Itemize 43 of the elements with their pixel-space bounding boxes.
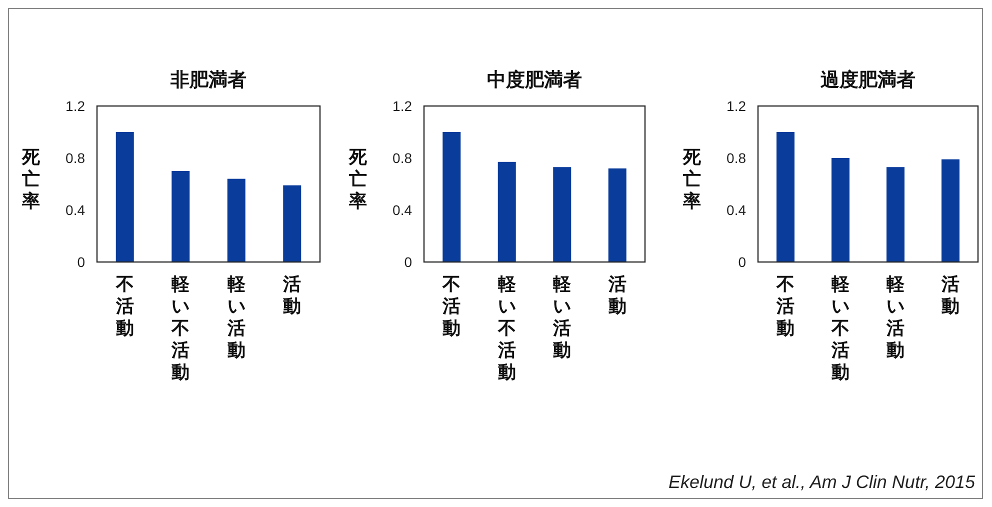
x-tick-label: 軽い不活動	[830, 274, 850, 382]
y-axis-title: 死亡率	[348, 147, 368, 211]
x-tick-label: 軽い不活動	[496, 274, 517, 382]
x-tick-label: 活動	[282, 274, 302, 316]
x-tick-label: 軽い活動	[226, 274, 246, 360]
x-tick-label: 軽い不活動	[170, 274, 191, 382]
x-tick-label: 不活動	[114, 274, 134, 338]
bar	[886, 167, 904, 262]
bar	[116, 132, 134, 262]
y-tick-label: 0.4	[66, 202, 86, 218]
y-tick-label: 0.4	[392, 202, 412, 218]
y-tick-label: 0	[738, 254, 746, 270]
y-tick-label: 1.2	[726, 98, 746, 114]
bar	[283, 185, 302, 262]
y-axis-title: 死亡率	[21, 147, 41, 211]
text: Ekelund U, et al., Am J Clin Nutr, 2015	[668, 472, 976, 492]
bar	[442, 132, 461, 262]
x-tick-label: 活動	[607, 274, 626, 316]
x-tick-label: 軽い活動	[552, 274, 572, 360]
x-tick-label: 活動	[940, 274, 960, 316]
chart-title: 過度肥満者	[820, 69, 916, 91]
y-tick-label: 0.8	[726, 150, 746, 166]
bar	[832, 158, 850, 262]
y-tick-label: 1.2	[392, 98, 412, 114]
y-tick-label: 0.8	[66, 150, 86, 166]
bar	[776, 132, 794, 262]
bar	[498, 162, 516, 262]
y-tick-label: 0.4	[726, 202, 746, 218]
y-tick-label: 0	[404, 254, 412, 270]
y-tick-label: 1.2	[66, 98, 86, 114]
y-axis-title: 死亡率	[682, 147, 702, 211]
chart-title: 中度肥満者	[487, 69, 582, 91]
bar	[227, 178, 246, 262]
x-tick-label: 不活動	[776, 274, 794, 338]
x-tick-label: 不活動	[442, 274, 461, 338]
x-tick-label: 軽い活動	[886, 274, 906, 360]
y-tick-label: 0.8	[392, 150, 412, 166]
bar	[608, 168, 626, 262]
chart-title: 非肥満者	[170, 69, 246, 91]
bar	[172, 171, 190, 262]
bar	[942, 159, 960, 262]
y-tick-label: 0	[77, 254, 86, 270]
bar	[553, 167, 572, 262]
